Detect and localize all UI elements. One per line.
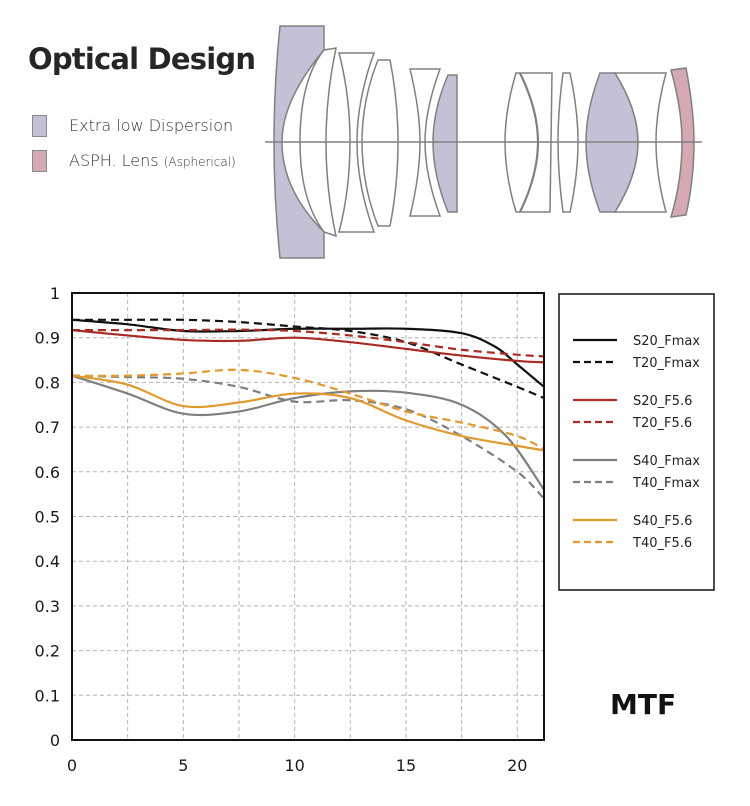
y-axis-ticks: 0 0.1 0.2 0.3 0.4 0.5 0.6 0.7 0.8 0.9 1 xyxy=(35,284,60,750)
series-line-t20-fmax xyxy=(72,318,545,400)
y-tick-label: 0.6 xyxy=(35,463,60,482)
series-line-t40-f5-6 xyxy=(71,368,545,451)
legend-label: T40_F5.6 xyxy=(632,536,692,551)
y-tick-label: 0.7 xyxy=(35,418,60,437)
y-tick-label: 0.8 xyxy=(35,373,60,392)
legend-label: T40_Fmax xyxy=(632,476,700,491)
series-line-s40-f5-6 xyxy=(71,374,545,452)
page-title: Optical Design xyxy=(28,42,256,76)
y-tick-label: 0.2 xyxy=(35,642,60,661)
y-tick-label: 0.3 xyxy=(35,597,60,616)
series-line-s20-f5-6 xyxy=(71,329,545,364)
y-tick-label: 0.4 xyxy=(35,552,60,571)
x-tick-label: 0 xyxy=(67,756,77,775)
asph-label-main: ASPH. Lens xyxy=(69,151,164,170)
ed-label: Extra low Dispersion xyxy=(69,116,234,135)
chart-legend: S20_Fmax T20_Fmax S20_F5.6 T20_F5.6 S40_Fmax… xyxy=(573,334,700,551)
y-tick-label: 0.1 xyxy=(35,686,60,705)
x-tick-label: 5 xyxy=(178,756,188,775)
chart-grid xyxy=(72,293,544,740)
plot-frame xyxy=(71,292,545,741)
ed-swatch xyxy=(32,115,47,137)
x-tick-label: 20 xyxy=(507,756,527,775)
legend-label: T20_Fmax xyxy=(632,356,700,371)
series-line-t20-f5-6 xyxy=(72,328,545,358)
series-line-t40-fmax xyxy=(71,374,545,500)
lens-element-ed-1 xyxy=(273,25,325,259)
lens-diagram xyxy=(265,25,702,259)
y-tick-label: 0 xyxy=(50,731,60,750)
asph-label-suffix: (Aspherical) xyxy=(163,155,236,169)
mtf-label: MTF xyxy=(610,688,677,721)
asph-swatch xyxy=(32,150,47,172)
lens-element-ed-2 xyxy=(432,74,458,213)
x-tick-label: 15 xyxy=(396,756,416,775)
legend-label: S20_Fmax xyxy=(633,334,700,349)
legend-label: T20_F5.6 xyxy=(632,416,692,431)
legend-label: S20_F5.6 xyxy=(633,394,692,409)
legend-label: S40_F5.6 xyxy=(633,514,692,529)
legend-label: S40_Fmax xyxy=(633,454,700,469)
x-tick-label: 10 xyxy=(284,756,304,775)
y-tick-label: 1 xyxy=(50,284,60,303)
y-tick-label: 0.9 xyxy=(35,329,60,348)
lens-element-4 xyxy=(361,59,399,227)
x-axis-ticks: 0 5 10 15 20 xyxy=(67,756,528,775)
asph-label: ASPH. Lens (Aspherical) xyxy=(69,151,236,170)
legend-box xyxy=(558,293,715,591)
chart-series xyxy=(71,318,545,500)
y-tick-label: 0.5 xyxy=(35,508,60,527)
